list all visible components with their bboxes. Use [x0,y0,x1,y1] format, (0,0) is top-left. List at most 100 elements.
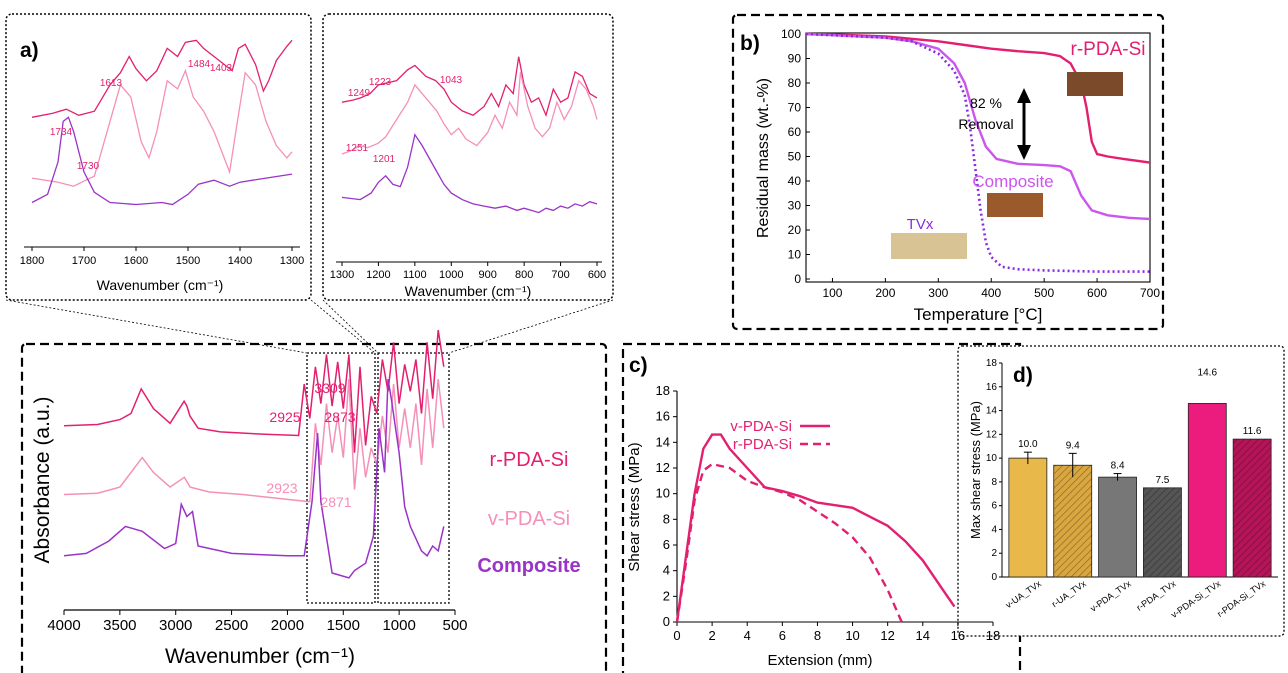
peak-label-1201: 1201 [373,154,396,165]
removal-arrow-head-up [1017,88,1031,103]
panel-c-plot: c) 0 2 4 6 8 10 12 14 16 18 0 2 4 6 8 10 12 14 16 18 Extensio… [626,354,1000,669]
y-tick-label: 70 [788,101,802,115]
x-tick-label: 14 [916,628,930,643]
y-tick-label: 6 [991,501,997,512]
y-tick-label: 30 [788,199,802,213]
series-label-Composite: Composite [477,555,580,577]
bar-hatch-r-UA_TVx [1053,465,1092,577]
y-tick-label: 10 [788,248,802,262]
x-tick-label: 700 [551,269,569,281]
series-line-Composite [63,378,445,579]
x-tick-label: 1000 [382,617,415,634]
x-tick-label: 1600 [124,255,148,267]
peak-label-3309: 3309 [314,380,345,396]
removal-arrow-head-down [1017,145,1031,160]
x-tick-label: 800 [515,269,533,281]
ftir-full-plot: 4000 3500 3000 2500 2000 1500 1000 500 Wavenumbe… [31,329,581,668]
x-tick-label: 1400 [228,255,252,267]
y-tick-label: 8 [663,511,670,526]
x-tick-label: 18 [986,628,1000,643]
tvx-swatch [891,233,967,259]
y-tick-label: 8 [991,477,997,488]
r-pda-si-swatch [1067,72,1123,96]
x-tick-label: 1500 [176,255,200,267]
value-label-r-PDA_TVx: 7.5 [1155,475,1169,486]
x-tick-label: 0 [673,628,680,643]
panel-a1-frame [5,13,312,301]
x-tick-label: 4000 [47,617,80,634]
panel-c-y-label: Shear stress (MPa) [626,442,643,571]
series-label-r-PDA-Si: r-PDA-Si [490,449,569,471]
inset-a1-x-label: Wavenumber (cm⁻¹) [97,277,224,293]
peak-label-1730: 1730 [77,161,100,172]
series-line-r-PDA-Si [805,32,1151,164]
series-label-TVx: TVx [907,216,934,233]
ftir-full-y-label: Absorbance (a.u.) [31,397,54,564]
peak-label-1484: 1484 [188,59,211,70]
x-tick-label: 1200 [366,269,390,281]
y-tick-label: 16 [986,382,998,393]
series-line-r-PDA-Si [675,462,903,623]
removal-word-label: Removal [958,116,1013,132]
y-tick-label: 40 [788,174,802,188]
peak-label-1249: 1249 [348,88,371,99]
series-line-v-PDA-Si [31,68,293,187]
inset-a2-plot: 1300 1200 1100 1000 900 800 700 600 Wavenumber (… [330,56,606,299]
peak-label-2925: 2925 [269,409,300,425]
y-tick-label: 18 [986,358,998,369]
x-tick-label: 100 [822,286,842,300]
panel-b-x-label: Temperature [°C] [914,305,1043,324]
zoom-connector-1 [5,299,308,354]
y-tick-label: 90 [788,52,802,66]
panel-d-y-label: Max shear stress (MPa) [968,401,983,539]
y-tick-label: 6 [663,537,670,552]
zoom-region-a1 [306,352,376,604]
x-tick-label: 1300 [280,255,304,267]
x-tick-label: 3500 [103,617,136,634]
y-tick-label: 2 [991,548,997,559]
peak-label-1734: 1734 [50,127,73,138]
x-tick-label: 12 [880,628,894,643]
panel-b-axes-box [805,32,1151,283]
peak-label-2871: 2871 [320,494,351,510]
peak-label-1251: 1251 [346,143,369,154]
peak-label-2923: 2923 [266,480,297,496]
peak-label-2873: 2873 [324,409,355,425]
x-tick-label: 2000 [271,617,304,634]
series-line-v-PDA-Si [675,433,956,623]
value-label-v-PDA_TVx: 8.4 [1111,461,1125,472]
panel-b-frame [731,13,1165,331]
panel-b-y-label: Residual mass (wt.-%) [755,78,772,238]
panel-a2-frame [322,13,614,301]
y-tick-label: 18 [656,383,670,398]
x-tick-label: 10 [845,628,859,643]
x-tick-label: 2500 [215,617,248,634]
y-tick-label: 10 [986,453,998,464]
y-tick-label: 4 [663,563,670,578]
x-tick-label: 200 [875,286,895,300]
panel-label-c: c) [629,354,648,377]
y-tick-label: 0 [663,614,670,629]
bar-v-UA_TVx [1008,457,1048,578]
panel-full-frame [20,342,608,673]
x-tick-label: 1800 [20,255,44,267]
x-tick-label: 1300 [330,269,354,281]
y-tick-label: 100 [781,27,801,41]
bar-v-PDA_TVx [1098,476,1137,578]
legend-label-r-PDA-Si: r-PDA-Si [733,436,792,453]
series-line-TVx [805,32,1150,273]
x-tick-label: 900 [479,269,497,281]
y-tick-label: 12 [986,429,998,440]
x-tick-label: 400 [981,286,1001,300]
value-label-v-UA_TVx: 10.0 [1018,439,1038,450]
y-tick-label: 12 [656,460,670,475]
y-tick-label: 16 [656,409,670,424]
peak-label-1223: 1223 [369,77,392,88]
inset-a2-x-label: Wavenumber (cm⁻¹) [405,283,532,299]
panel-label-d: d) [1013,364,1033,387]
series-line-r-PDA-Si [31,39,293,118]
series-label-r-PDA-Si: r-PDA-Si [1071,39,1146,60]
panel-d-plot: d) 0 2 4 6 8 10 12 14 16 18 Max shear stress (MPa) 1… [968,358,1278,620]
legend-label-v-PDA-Si: v-PDA-Si [730,418,792,435]
peak-label-1613: 1613 [100,78,123,89]
